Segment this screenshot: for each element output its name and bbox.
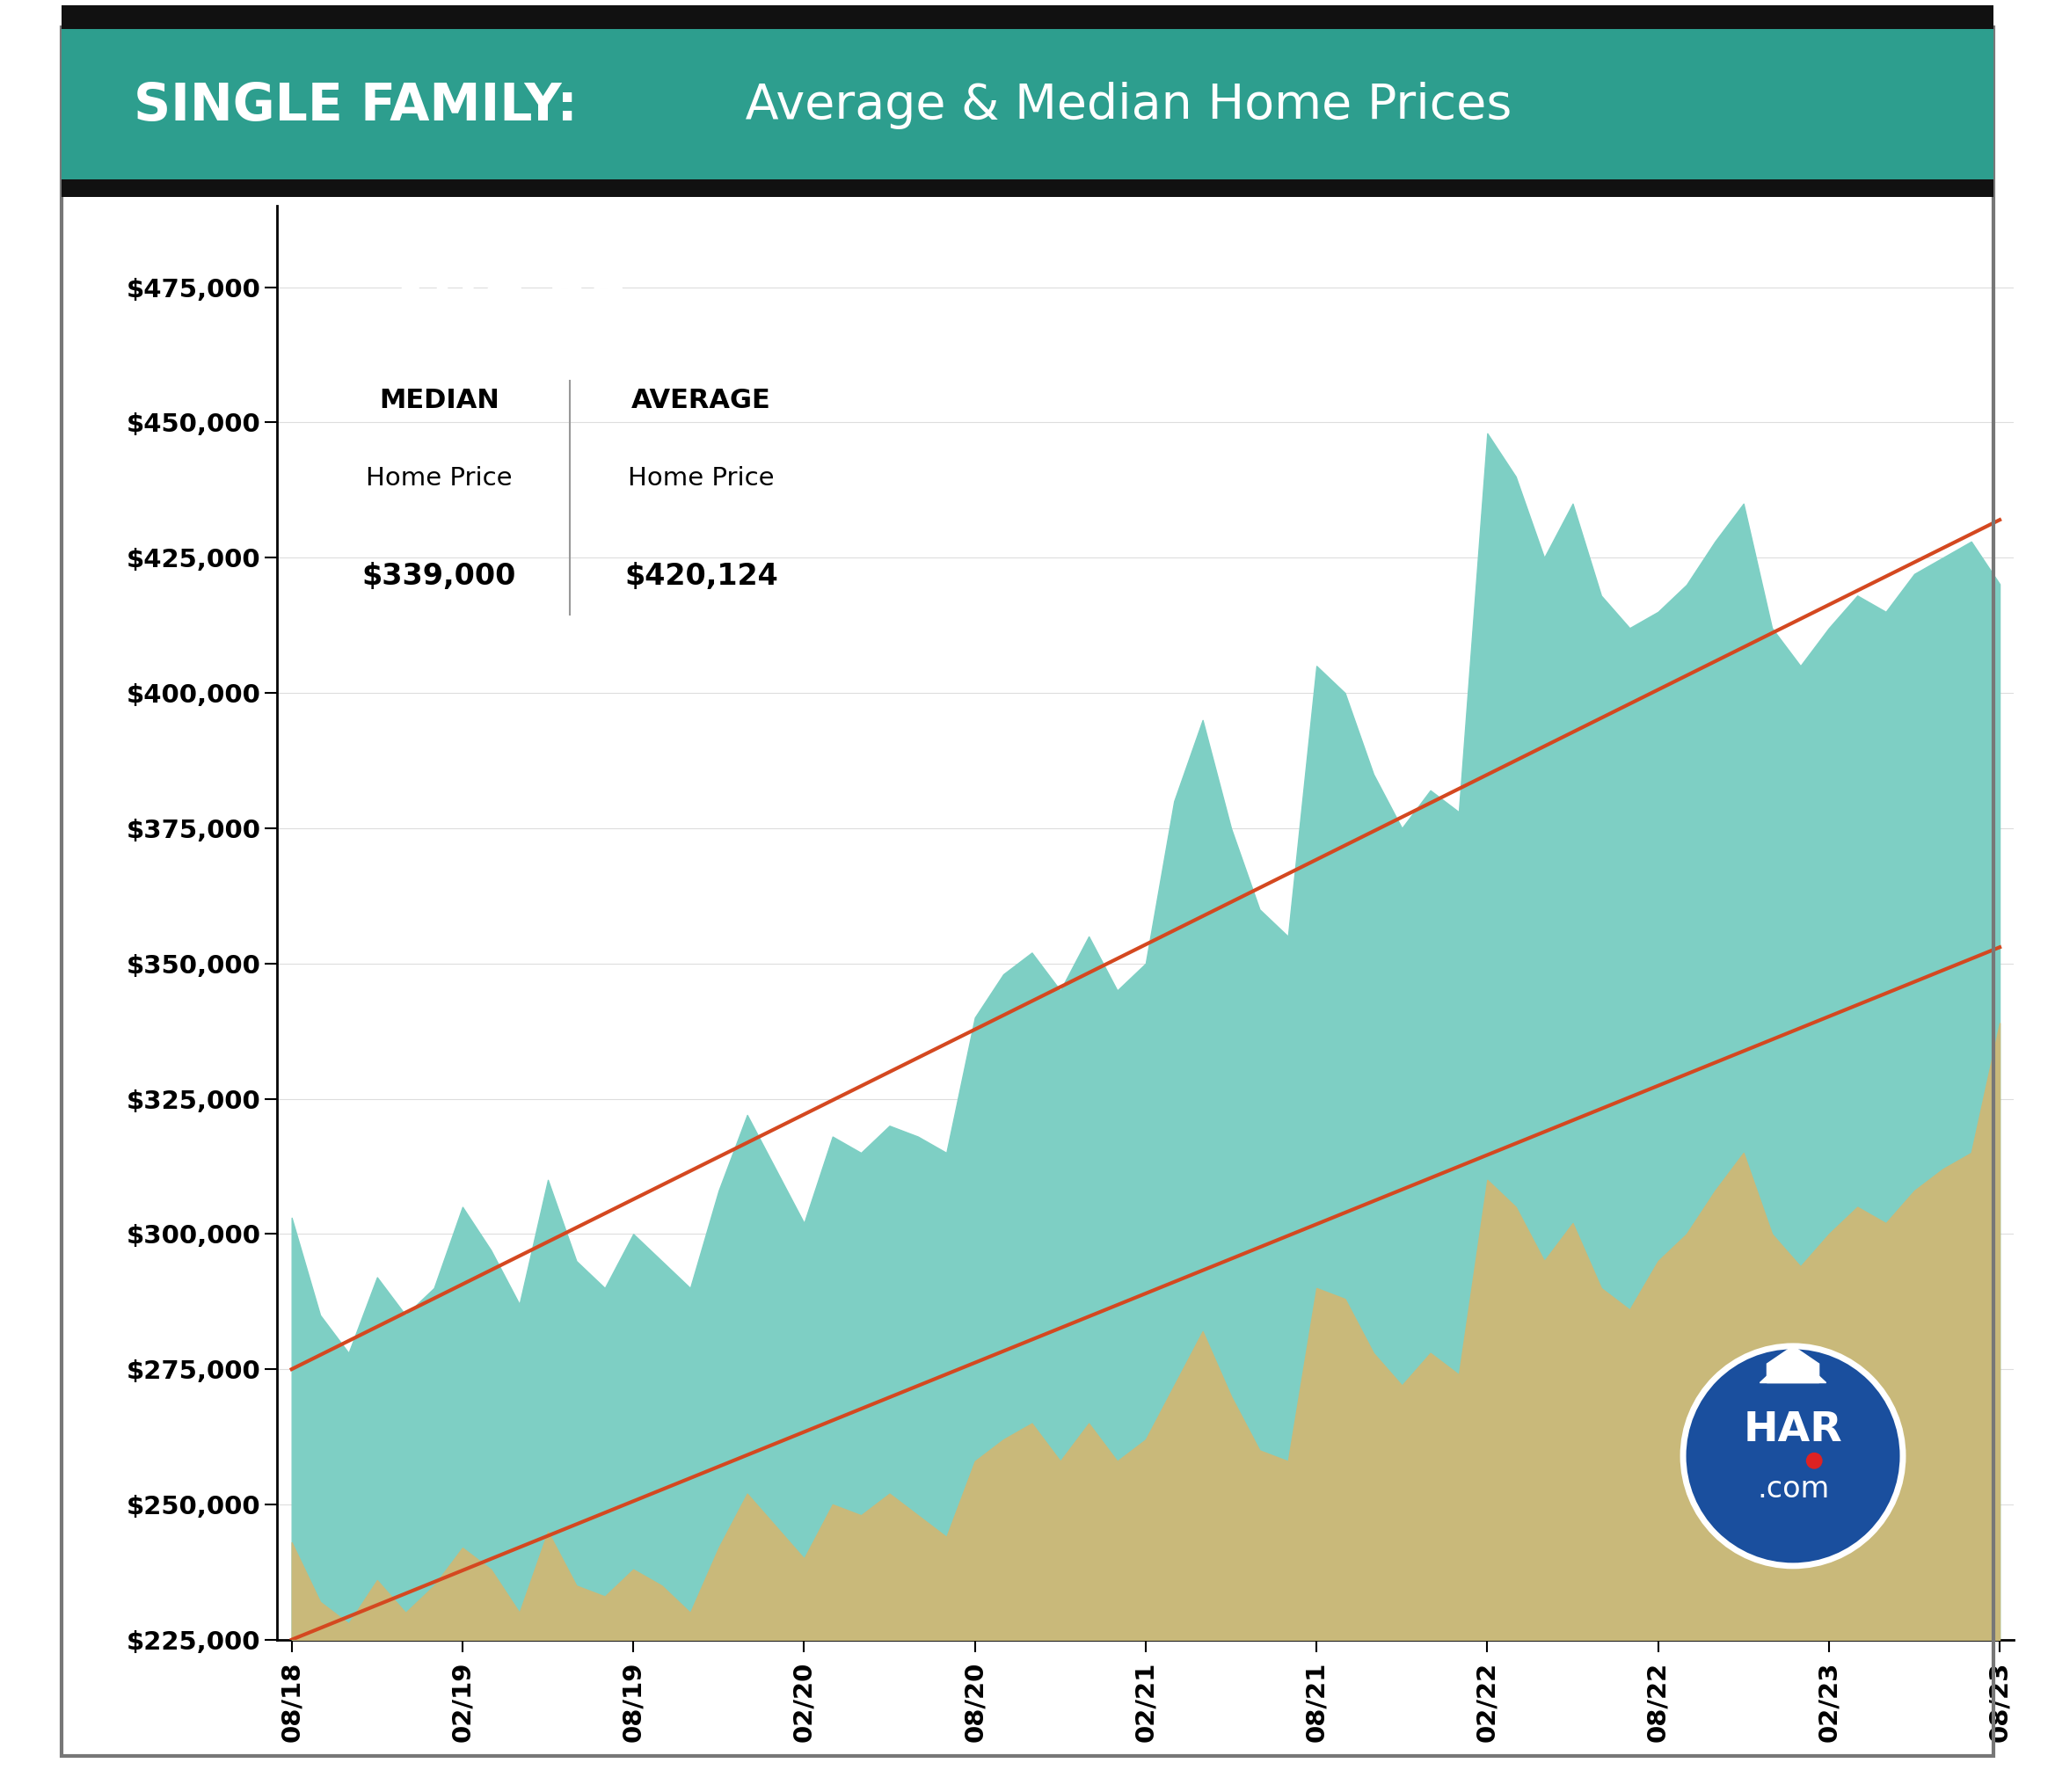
Text: HAR: HAR [1743, 1410, 1843, 1450]
Bar [62, 5, 1993, 29]
Text: .com: .com [1757, 1475, 1829, 1503]
Text: Home Price: Home Price [366, 466, 512, 491]
Polygon shape [1759, 1351, 1827, 1383]
Bar [62, 179, 1993, 197]
Bar [62, 27, 1993, 183]
Text: Home Price: Home Price [629, 466, 775, 491]
Text: SINGLE FAMILY:: SINGLE FAMILY: [134, 81, 577, 131]
Polygon shape [1767, 1346, 1819, 1383]
Circle shape [1806, 1453, 1823, 1469]
Text: $420,124: $420,124 [625, 563, 779, 591]
Text: MEDIAN: MEDIAN [378, 389, 499, 414]
Text: AVERAGE: AVERAGE [631, 389, 771, 414]
Text: Average & Median Home Prices: Average & Median Home Prices [730, 82, 1512, 129]
Text: $339,000: $339,000 [362, 563, 516, 591]
Circle shape [1683, 1346, 1903, 1566]
Text: AUG 23: AUG 23 [388, 280, 629, 337]
